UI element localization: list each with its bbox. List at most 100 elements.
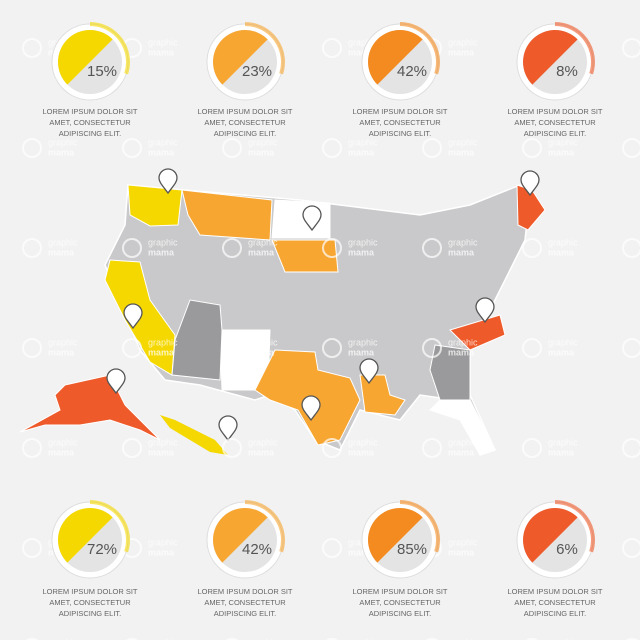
stat-value: 42%	[242, 541, 272, 558]
stat-value: 72%	[87, 541, 117, 558]
stat-caption: ADIPISCING ELIT.	[214, 609, 277, 618]
stat-outer-arc	[554, 500, 595, 553]
watermark-text: graphic	[548, 337, 578, 347]
stat-caption: ADIPISCING ELIT.	[524, 129, 587, 138]
watermark-text: graphic	[348, 237, 378, 247]
watermark-logo	[322, 238, 342, 258]
stat-caption: LOREM IPSUM DOLOR SIT	[197, 107, 292, 116]
stat-caption: LOREM IPSUM DOLOR SIT	[352, 107, 447, 116]
watermark-logo	[322, 138, 342, 158]
louisiana	[359, 374, 406, 416]
map-pin	[302, 205, 322, 232]
watermark-text: mama	[448, 447, 475, 457]
watermark-logo	[422, 338, 442, 358]
watermark-text: graphic	[148, 337, 178, 347]
stat-caption: AMET, CONSECTETUR	[359, 118, 441, 127]
watermark-logo	[222, 238, 242, 258]
watermark-text: mama	[48, 247, 75, 257]
stat-item: 72% LOREM IPSUM DOLOR SIT AMET, CONSECTETU…	[42, 500, 138, 618]
watermark-text: mama	[248, 347, 275, 357]
watermark-text: graphic	[348, 37, 378, 47]
watermark-logo	[322, 38, 342, 58]
stat-wedge	[212, 508, 268, 563]
watermark-text: mama	[548, 147, 575, 157]
watermark-logo	[626, 638, 638, 640]
washington	[127, 184, 183, 227]
map-pin	[475, 297, 495, 324]
watermark-text: graphic	[548, 237, 578, 247]
watermark-text: graphic	[148, 237, 178, 247]
watermark-text: graphic	[48, 437, 78, 447]
alaska	[19, 374, 161, 441]
stats: 15% LOREM IPSUM DOLOR SIT AMET, CONSECTETU…	[42, 22, 603, 618]
florida	[429, 399, 496, 456]
watermark-text: mama	[348, 147, 375, 157]
watermark-text: mama	[348, 447, 375, 457]
watermark-logo	[122, 138, 142, 158]
watermark-text: graphic	[448, 37, 478, 47]
watermark-text: mama	[348, 47, 375, 57]
map-pin	[158, 168, 178, 195]
stat-caption: ADIPISCING ELIT.	[369, 129, 432, 138]
watermark-text: graphic	[248, 437, 278, 447]
stat-wedge	[523, 30, 578, 85]
stat-caption: ADIPISCING ELIT.	[524, 609, 587, 618]
watermark-text: graphic	[348, 637, 378, 640]
watermark-logo	[322, 538, 342, 558]
watermark-text: graphic	[448, 337, 478, 347]
watermark-logo	[122, 338, 142, 358]
map-pin	[106, 368, 126, 395]
stat-item: 85% LOREM IPSUM DOLOR SIT AMET, CONSECTETU…	[352, 500, 448, 618]
stat-caption: LOREM IPSUM DOLOR SIT	[197, 587, 292, 596]
watermark-text: graphic	[548, 637, 578, 640]
watermark-text: graphic	[148, 537, 178, 547]
watermark-text: graphic	[448, 637, 478, 640]
watermark-logo	[22, 38, 42, 58]
stat-outer-arc	[554, 22, 595, 75]
watermark-text: mama	[48, 147, 75, 157]
stat-value: 23%	[242, 63, 272, 80]
watermark-logo	[322, 438, 342, 458]
watermark-text: mama	[448, 47, 475, 57]
watermark-text: graphic	[148, 437, 178, 447]
stat-wedge	[213, 30, 268, 85]
stat-caption: ADIPISCING ELIT.	[214, 129, 277, 138]
watermark-text: mama	[148, 347, 175, 357]
watermark-text: graphic	[48, 337, 78, 347]
watermark-text: mama	[248, 247, 275, 257]
watermark-text: graphic	[548, 137, 578, 147]
watermark-text: mama	[148, 547, 175, 557]
stat-item: 42% LOREM IPSUM DOLOR SIT AMET, CONSECTETU…	[352, 22, 448, 138]
watermark-text: graphic	[548, 437, 578, 447]
watermark-logo	[622, 38, 640, 58]
watermark-logo	[22, 138, 42, 158]
north-dakota	[271, 199, 331, 239]
stat-item: 8% LOREM IPSUM DOLOR SIT AMET, CONSECTETUR…	[507, 22, 603, 138]
watermark-text: graphic	[148, 637, 178, 640]
stat-caption: LOREM IPSUM DOLOR SIT	[42, 107, 137, 116]
watermark-logo	[322, 338, 342, 358]
stat-item: 6% LOREM IPSUM DOLOR SIT AMET, CONSECTETUR…	[507, 500, 603, 618]
stat-caption: AMET, CONSECTETUR	[514, 598, 596, 607]
stat-caption: LOREM IPSUM DOLOR SIT	[352, 587, 447, 596]
stat-outer-arc	[399, 22, 440, 75]
watermark-logo	[222, 338, 242, 358]
watermark-text: graphic	[248, 337, 278, 347]
stat-wedge	[57, 508, 113, 563]
watermark-text: mama	[548, 447, 575, 457]
stat-wedge	[523, 508, 578, 563]
watermark-text: mama	[148, 447, 175, 457]
stat-outer-arc	[244, 22, 285, 75]
stat-caption: LOREM IPSUM DOLOR SIT	[507, 587, 602, 596]
stat-value: 6%	[556, 541, 578, 558]
watermark-logo	[426, 638, 438, 640]
stat-value: 42%	[397, 63, 427, 80]
watermark-logo	[622, 538, 640, 558]
watermark-text: graphic	[148, 137, 178, 147]
watermark-logo	[622, 438, 640, 458]
stat-value: 85%	[397, 541, 427, 558]
stat-outer-arc	[89, 22, 130, 75]
south-dakota	[271, 239, 339, 273]
stat-caption: AMET, CONSECTETUR	[359, 598, 441, 607]
watermark-text: graphic	[448, 437, 478, 447]
